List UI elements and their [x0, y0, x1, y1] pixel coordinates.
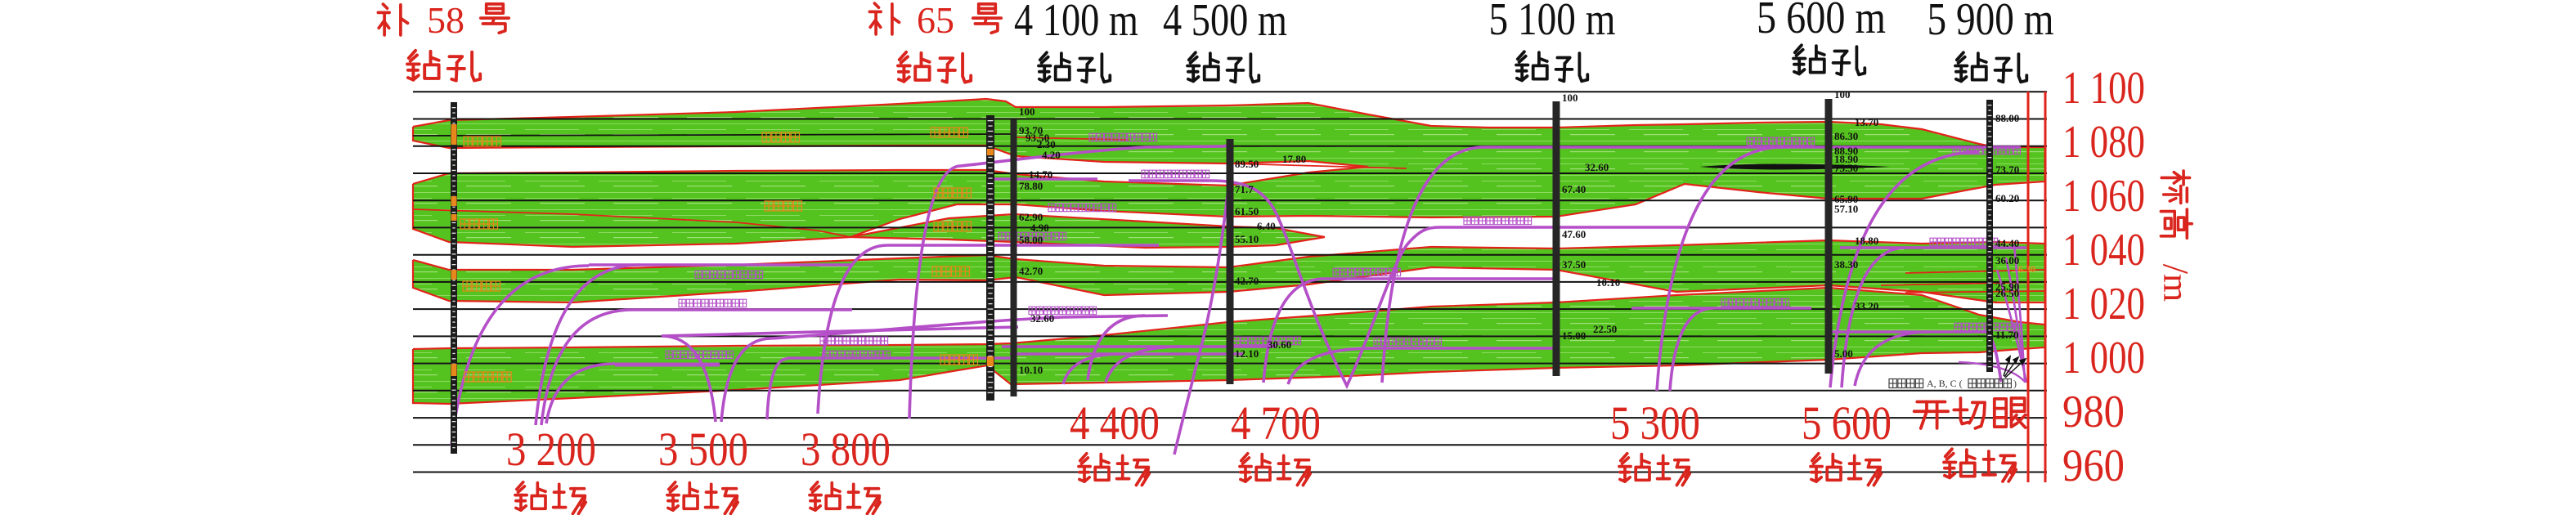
svg-text:6.30: 6.30 [2018, 263, 2035, 275]
svg-text:6.40: 6.40 [1257, 220, 1276, 232]
svg-text:17.80: 17.80 [1282, 153, 1306, 165]
svg-text:1 040: 1 040 [2062, 225, 2145, 275]
svg-text:38.30: 38.30 [1834, 258, 1858, 271]
svg-text:93.70: 93.70 [1019, 124, 1043, 137]
svg-text:5 900 m: 5 900 m [1928, 0, 2054, 45]
svg-text:89.50: 89.50 [1235, 158, 1259, 170]
svg-text:15.00: 15.00 [1562, 329, 1586, 342]
svg-text:32.60: 32.60 [1585, 161, 1609, 173]
svg-text:4 500 m: 4 500 m [1163, 0, 1287, 46]
svg-text:44.40: 44.40 [1995, 237, 2019, 249]
svg-text:26.50: 26.50 [1995, 287, 2019, 299]
svg-text:5 300: 5 300 [1610, 396, 1700, 450]
svg-text:86.30: 86.30 [1834, 130, 1858, 142]
svg-text:67.40: 67.40 [1562, 183, 1586, 195]
svg-text:93.50: 93.50 [1025, 132, 1049, 144]
svg-text:78.80: 78.80 [1019, 180, 1043, 192]
svg-text:960: 960 [2062, 441, 2125, 491]
svg-text:47.60: 47.60 [1562, 228, 1586, 240]
svg-text:75.50: 75.50 [1834, 162, 1858, 174]
svg-text:30.60: 30.60 [1268, 338, 1291, 351]
svg-text:/m: /m [2156, 264, 2196, 302]
svg-text:4 100 m: 4 100 m [1014, 0, 1138, 46]
svg-text:10.10: 10.10 [1596, 276, 1620, 289]
svg-text:4.20: 4.20 [1042, 149, 1061, 161]
svg-text:25.90: 25.90 [1995, 280, 2019, 293]
svg-text:58.00: 58.00 [1019, 234, 1043, 246]
svg-text:33.20: 33.20 [1855, 300, 1878, 312]
svg-text:A, B, C (: A, B, C ( [1927, 378, 1963, 389]
svg-text:88.90: 88.90 [1834, 145, 1858, 157]
svg-text:60.20: 60.20 [1995, 192, 2019, 204]
svg-text:12.10: 12.10 [1235, 347, 1259, 360]
svg-text:18.80: 18.80 [1855, 235, 1878, 247]
svg-text:58: 58 [427, 0, 464, 41]
svg-text:5 100 m: 5 100 m [1489, 0, 1616, 45]
svg-text:5 600 m: 5 600 m [1757, 0, 1886, 43]
svg-text:3 500: 3 500 [658, 423, 748, 476]
svg-text:2.30: 2.30 [1037, 138, 1056, 150]
svg-text:14.70: 14.70 [1029, 168, 1052, 181]
svg-text:42.70: 42.70 [1019, 265, 1043, 277]
svg-text:100: 100 [1562, 92, 1578, 104]
svg-text:1 100: 1 100 [2062, 63, 2145, 114]
svg-text:36.00: 36.00 [1995, 254, 2019, 266]
svg-text:4.90: 4.90 [1030, 222, 1049, 234]
svg-text:100: 100 [1834, 88, 1851, 101]
svg-text:11.70: 11.70 [1995, 329, 2019, 341]
svg-text:32.60: 32.60 [1030, 312, 1054, 325]
svg-text:100: 100 [1019, 105, 1035, 118]
svg-text:10.10: 10.10 [1019, 364, 1043, 376]
svg-text:62.90: 62.90 [1019, 211, 1043, 223]
svg-text:55.10: 55.10 [1235, 233, 1259, 245]
svg-text:1 080: 1 080 [2062, 117, 2145, 168]
svg-text:73.70: 73.70 [1995, 163, 2019, 176]
svg-text:4 700: 4 700 [1231, 396, 1321, 450]
svg-text:18.90: 18.90 [1834, 153, 1858, 165]
svg-text:71.7: 71.7 [1235, 183, 1254, 195]
svg-text:37.50: 37.50 [1562, 258, 1586, 271]
svg-text:1 060: 1 060 [2062, 171, 2145, 222]
svg-text:1 000: 1 000 [2062, 333, 2145, 383]
svg-text:42.70: 42.70 [1235, 275, 1259, 287]
svg-text:980: 980 [2062, 387, 2125, 437]
svg-text:1 020: 1 020 [2062, 279, 2145, 329]
svg-text:65: 65 [917, 0, 954, 41]
svg-text:4 400: 4 400 [1070, 396, 1160, 450]
svg-text:61.50: 61.50 [1235, 205, 1259, 217]
svg-text:65.90: 65.90 [1834, 193, 1858, 205]
svg-text:5.00: 5.00 [1834, 347, 1853, 360]
svg-text:3 800: 3 800 [801, 423, 891, 476]
svg-text:22.50: 22.50 [1593, 323, 1617, 335]
svg-text:3 200: 3 200 [506, 423, 596, 476]
svg-text:13.70: 13.70 [1855, 116, 1878, 128]
svg-text:5 600: 5 600 [1802, 396, 1892, 450]
svg-text:88.00: 88.00 [1995, 112, 2019, 124]
svg-text:): ) [2013, 378, 2017, 389]
svg-text:57.10: 57.10 [1834, 203, 1858, 215]
